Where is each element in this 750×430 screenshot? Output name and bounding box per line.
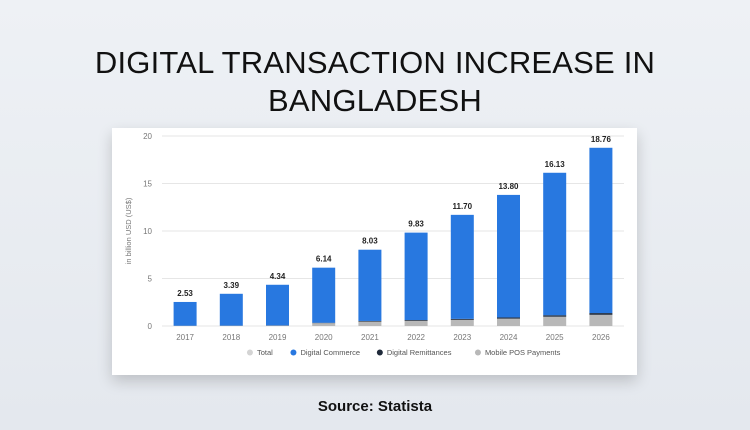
bar-digital-commerce	[173, 301, 197, 326]
bar-digital-remittances	[497, 317, 520, 319]
legend-marker	[474, 349, 481, 356]
legend-label: Total	[257, 348, 273, 357]
bar-digital-commerce	[312, 267, 336, 323]
bar-digital-remittances	[404, 320, 428, 321]
page-title-line-1: DIGITAL TRANSACTION INCREASE IN	[94, 45, 656, 80]
bar-total-label: 2.53	[177, 289, 193, 298]
legend-marker	[290, 349, 297, 356]
legend-label: Digital Commerce	[300, 348, 360, 357]
bar-digital-remittances	[450, 318, 474, 320]
x-tick-label: 2018	[222, 333, 240, 342]
bar-mobile-pos	[497, 318, 520, 326]
page-title: DIGITAL TRANSACTION INCREASE IN BANGLADE…	[0, 44, 750, 120]
bar-total-label: 6.14	[316, 255, 332, 264]
y-tick-label: 5	[148, 275, 153, 284]
bar-mobile-pos	[543, 316, 567, 326]
legend-marker	[246, 349, 253, 356]
x-tick-label: 2021	[361, 333, 379, 342]
bar-total-label: 8.03	[362, 237, 378, 246]
bar-mobile-pos	[589, 314, 613, 326]
y-tick-label: 10	[143, 227, 152, 236]
x-tick-label: 2022	[407, 333, 425, 342]
bar-mobile-pos	[312, 323, 336, 326]
y-tick-label: 20	[143, 132, 152, 141]
bar-mobile-pos	[404, 320, 428, 326]
bar-digital-commerce	[219, 293, 243, 326]
bar-chart: 0 5 10 15 20 in billion USD (US$) 2.53 2017 3.39…	[124, 132, 624, 357]
x-tick-label: 2019	[269, 333, 287, 342]
bar-total-label: 9.83	[408, 220, 424, 229]
bar-mobile-pos	[358, 321, 382, 326]
legend-marker	[376, 349, 383, 356]
page-title-line-2: BANGLADESH	[268, 83, 482, 118]
y-tick-label: 0	[148, 322, 153, 331]
x-tick-label: 2024	[500, 333, 518, 342]
bar-total-label: 13.80	[498, 182, 519, 191]
bar-digital-commerce	[543, 172, 567, 316]
bar-digital-remittances	[589, 313, 613, 315]
bar-total-label: 18.76	[591, 135, 612, 144]
bar-digital-remittances	[543, 315, 567, 317]
bar-total-label: 11.70	[453, 202, 473, 211]
x-tick-label: 2025	[546, 333, 564, 342]
x-tick-label: 2017	[176, 333, 194, 342]
bar-total-label: 3.39	[224, 281, 240, 290]
legend-label: Digital Remittances	[387, 348, 452, 357]
x-tick-label: 2020	[315, 333, 333, 342]
bar-digital-remittances	[358, 320, 382, 322]
bar-digital-commerce	[450, 214, 474, 319]
bar-mobile-pos	[450, 319, 474, 326]
y-tick-label: 15	[143, 180, 152, 189]
source-note: Source: Statista	[317, 398, 433, 415]
bar-digital-commerce	[266, 284, 289, 326]
bar-digital-commerce	[358, 249, 382, 321]
bar-digital-commerce	[404, 232, 428, 321]
bar-total-label: 4.34	[270, 272, 286, 281]
y-axis-title: in billion USD (US$)	[124, 197, 133, 264]
bar-digital-commerce	[589, 147, 613, 314]
bar-total-label: 16.13	[545, 160, 566, 169]
legend-label: Mobile POS Payments	[485, 348, 561, 357]
bar-digital-commerce	[497, 194, 520, 318]
chart-card: 0 5 10 15 20 in billion USD (US$) 2.53 2017 3.39…	[112, 128, 637, 375]
x-tick-label: 2026	[592, 333, 610, 342]
x-tick-label: 2023	[453, 333, 471, 342]
